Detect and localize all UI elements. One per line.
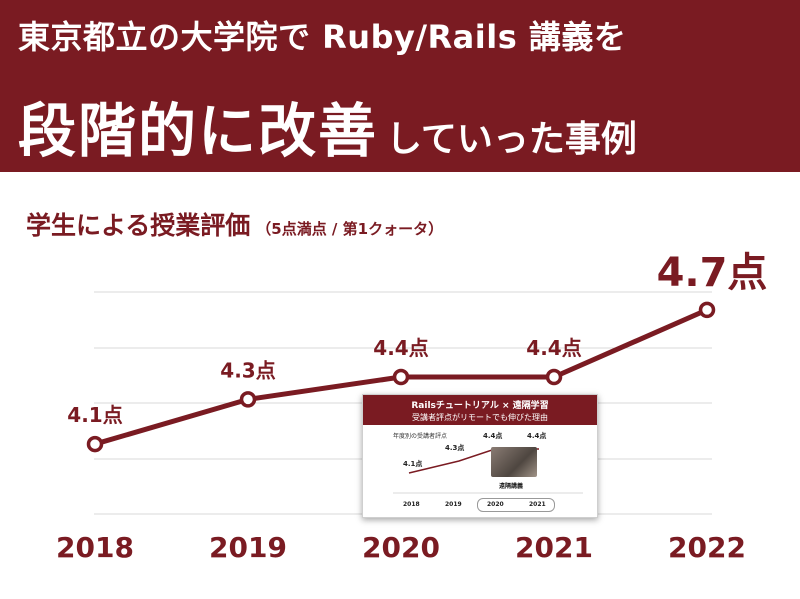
thumbnail-header: Railsチュートリアル × 遠隔学習 受講者評点がリモートでも伸びた理由 bbox=[363, 395, 597, 425]
data-point bbox=[86, 435, 104, 453]
x-tick-label: 2021 bbox=[515, 531, 593, 564]
thumbnail-year: 2018 bbox=[403, 501, 420, 508]
data-label: 4.1点 bbox=[67, 403, 122, 427]
thumbnail-value: 4.4点 bbox=[527, 432, 547, 440]
data-point bbox=[239, 391, 257, 408]
thumbnail-year: 2020 bbox=[487, 501, 504, 508]
title-emphasis: 段階的に改善 bbox=[18, 97, 379, 165]
title-suffix: していった事例 bbox=[386, 119, 637, 160]
title-line-2: 段階的に改善 していった事例 bbox=[18, 84, 798, 168]
thumbnail-value: 4.3点 bbox=[445, 444, 465, 452]
data-point bbox=[392, 368, 410, 386]
thumbnail-chart-title: 年度別の受講者評点 bbox=[393, 433, 448, 440]
slide-thumbnail: Railsチュートリアル × 遠隔学習 受講者評点がリモートでも伸びた理由 年度… bbox=[362, 394, 598, 518]
title-banner: 東京都立の大学院で Ruby/Rails 講義を 段階的に改善 していった事例 bbox=[0, 0, 800, 172]
data-label: 4.7点 bbox=[657, 250, 768, 296]
data-point bbox=[545, 368, 563, 386]
chart-note: （5点満点 / 第1クォータ） bbox=[256, 220, 444, 238]
thumbnail-year: 2019 bbox=[445, 501, 462, 508]
title-line-1: 東京都立の大学院で Ruby/Rails 講義を bbox=[18, 18, 627, 56]
remote-years-highlight bbox=[477, 498, 555, 512]
photo-label: 遠隔講義 bbox=[499, 483, 524, 490]
lecture-photo bbox=[491, 447, 537, 477]
x-tick-label: 2020 bbox=[362, 531, 440, 564]
x-tick-label: 2019 bbox=[209, 531, 287, 564]
thumbnail-title: Railsチュートリアル × 遠隔学習 bbox=[411, 401, 549, 411]
thumbnail-value: 4.4点 bbox=[483, 432, 503, 440]
x-tick-label: 2022 bbox=[668, 531, 746, 564]
chart-title: 学生による授業評価 bbox=[26, 211, 251, 240]
thumbnail-year: 2021 bbox=[529, 501, 546, 508]
data-point bbox=[698, 301, 716, 319]
x-tick-label: 2018 bbox=[56, 531, 134, 564]
chart-heading: 学生による授業評価 （5点満点 / 第1クォータ） bbox=[26, 206, 443, 242]
thumbnail-subtitle: 受講者評点がリモートでも伸びた理由 bbox=[412, 413, 548, 422]
data-label: 4.4点 bbox=[526, 336, 581, 360]
thumbnail-value: 4.1点 bbox=[403, 460, 423, 468]
data-label: 4.4点 bbox=[373, 336, 428, 360]
data-label: 4.3点 bbox=[220, 358, 275, 382]
